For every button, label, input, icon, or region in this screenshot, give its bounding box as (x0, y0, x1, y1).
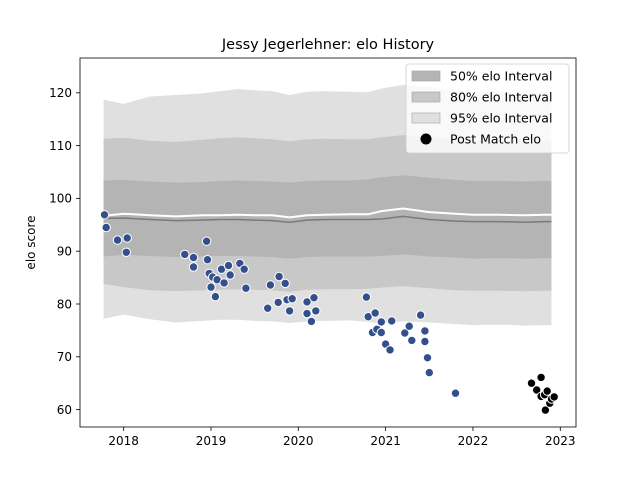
data-point (225, 270, 235, 280)
data-point (223, 260, 234, 271)
data-point (542, 386, 552, 396)
data-point (420, 326, 430, 336)
legend-box (405, 63, 570, 154)
data-point (112, 235, 123, 245)
x-tick-label: 2018 (108, 434, 139, 448)
data-point (219, 278, 229, 288)
y-tick-label: 100 (49, 192, 72, 206)
data-point (549, 392, 559, 402)
data-point (121, 247, 132, 258)
data-point (188, 252, 199, 263)
data-point (387, 316, 397, 326)
y-tick-label: 120 (49, 86, 72, 100)
legend-swatch (411, 70, 441, 82)
legend-swatch (411, 91, 441, 103)
data-point (526, 378, 537, 388)
data-point (201, 236, 212, 246)
legend-label: Post Match elo (450, 132, 541, 147)
legend-label: 80% elo Interval (450, 90, 552, 105)
mean-line (103, 207, 552, 219)
data-point (376, 327, 386, 338)
data-point (404, 321, 414, 331)
data-point (532, 385, 542, 395)
x-tick-label: 2023 (545, 434, 576, 448)
data-point (370, 308, 380, 318)
data-point (361, 292, 372, 302)
y-axis-label: elo score (24, 215, 38, 269)
data-point (309, 293, 319, 303)
data-point (241, 283, 251, 293)
legend-label: 50% elo Interval (450, 69, 552, 84)
data-point (536, 372, 546, 383)
data-point (302, 297, 312, 307)
data-point (273, 297, 283, 308)
data-point (206, 282, 216, 292)
data-point (407, 335, 417, 346)
y-tick-label: 90 (57, 245, 72, 259)
legend-marker (420, 133, 432, 145)
data-point (287, 294, 297, 304)
y-tick-label: 80 (57, 297, 72, 311)
data-point (420, 336, 430, 347)
data-point (99, 210, 110, 220)
chart-title: Jessy Jegerlehner: elo History (221, 37, 435, 53)
data-point (311, 306, 321, 316)
legend-label: 95% elo Interval (450, 111, 552, 126)
legend-swatch (411, 112, 441, 124)
data-point (385, 345, 395, 355)
data-point (376, 317, 386, 327)
data-point (280, 278, 290, 289)
data-point (306, 316, 317, 327)
data-point (400, 328, 410, 338)
data-point (424, 367, 434, 378)
data-point (422, 353, 433, 363)
plot-frame (79, 57, 577, 428)
y-tick-label: 70 (57, 350, 72, 364)
data-point (450, 388, 461, 398)
data-point (210, 291, 221, 302)
data-point (188, 262, 199, 272)
data-point (284, 306, 295, 316)
data-point (122, 233, 132, 243)
data-point (415, 310, 426, 320)
data-point (302, 308, 312, 319)
data-point (263, 303, 273, 313)
data-point (202, 255, 213, 265)
data-point (540, 405, 551, 415)
data-point (274, 271, 284, 282)
data-point (101, 222, 111, 233)
x-tick-label: 2021 (370, 434, 401, 448)
x-tick-label: 2020 (283, 434, 314, 448)
data-point (180, 249, 190, 260)
median-line (103, 215, 552, 223)
y-tick-label: 110 (49, 139, 72, 153)
y-tick-label: 60 (57, 403, 72, 417)
x-tick-label: 2022 (458, 434, 489, 448)
data-point (265, 280, 276, 290)
band-50-interval (103, 175, 552, 259)
data-point (239, 264, 249, 274)
x-tick-label: 2019 (196, 434, 227, 448)
